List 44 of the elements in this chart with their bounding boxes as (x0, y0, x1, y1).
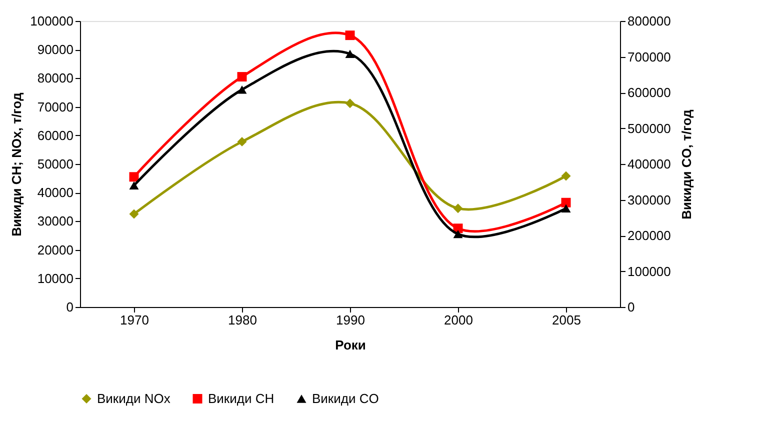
y-axis-title: Викиди CH; NOx, т/год (9, 92, 24, 236)
point (129, 209, 139, 219)
x-axis-title: Роки (335, 338, 366, 352)
y2-tick-label: 600000 (628, 85, 671, 100)
point (237, 136, 247, 146)
legend-label: Викиди NOx (97, 390, 171, 406)
y-tick-label: 40000 (37, 185, 74, 200)
point (345, 50, 355, 58)
point (453, 204, 463, 214)
y-tick-label: 100000 (30, 14, 74, 28)
y2-tick-label: 400000 (628, 156, 671, 172)
point (129, 181, 139, 190)
y2-axis-title: Викиди CO, т/год (678, 108, 694, 220)
point (453, 230, 463, 238)
y-tick-label: 80000 (37, 70, 74, 86)
x-tick-label: 2000 (444, 312, 473, 328)
y2-tick-label: 0 (628, 300, 635, 314)
y-tick-label: 0 (66, 300, 74, 314)
x-tick-label: 1970 (120, 312, 149, 328)
y2-tick-label: 200000 (628, 228, 671, 243)
y-tick-label: 70000 (37, 99, 74, 114)
x-tick-label: 2005 (552, 312, 581, 328)
point (561, 204, 571, 212)
y-tick-label: 50000 (37, 156, 74, 172)
y2-tick-label: 700000 (628, 49, 671, 64)
y-tick-label: 90000 (37, 42, 74, 58)
point (345, 30, 355, 40)
y-tick-label: 10000 (37, 270, 74, 286)
y-tick-label: 20000 (37, 242, 74, 258)
y2-tick-label: 300000 (628, 192, 671, 208)
point (237, 72, 247, 82)
x-tick-label: 1990 (336, 312, 365, 328)
legend-label: Викиди CH (208, 390, 274, 406)
y-tick-label: 30000 (37, 214, 74, 229)
point (345, 98, 355, 108)
point (561, 171, 571, 181)
point (237, 86, 247, 94)
point (129, 172, 139, 182)
y2-tick-label: 500000 (628, 120, 671, 136)
legend-label: Викиди CO (312, 390, 379, 406)
y-tick-label: 60000 (37, 128, 74, 143)
y2-tick-label: 100000 (628, 264, 671, 279)
y2-tick-label: 800000 (628, 14, 671, 28)
x-tick-label: 1980 (228, 312, 257, 328)
